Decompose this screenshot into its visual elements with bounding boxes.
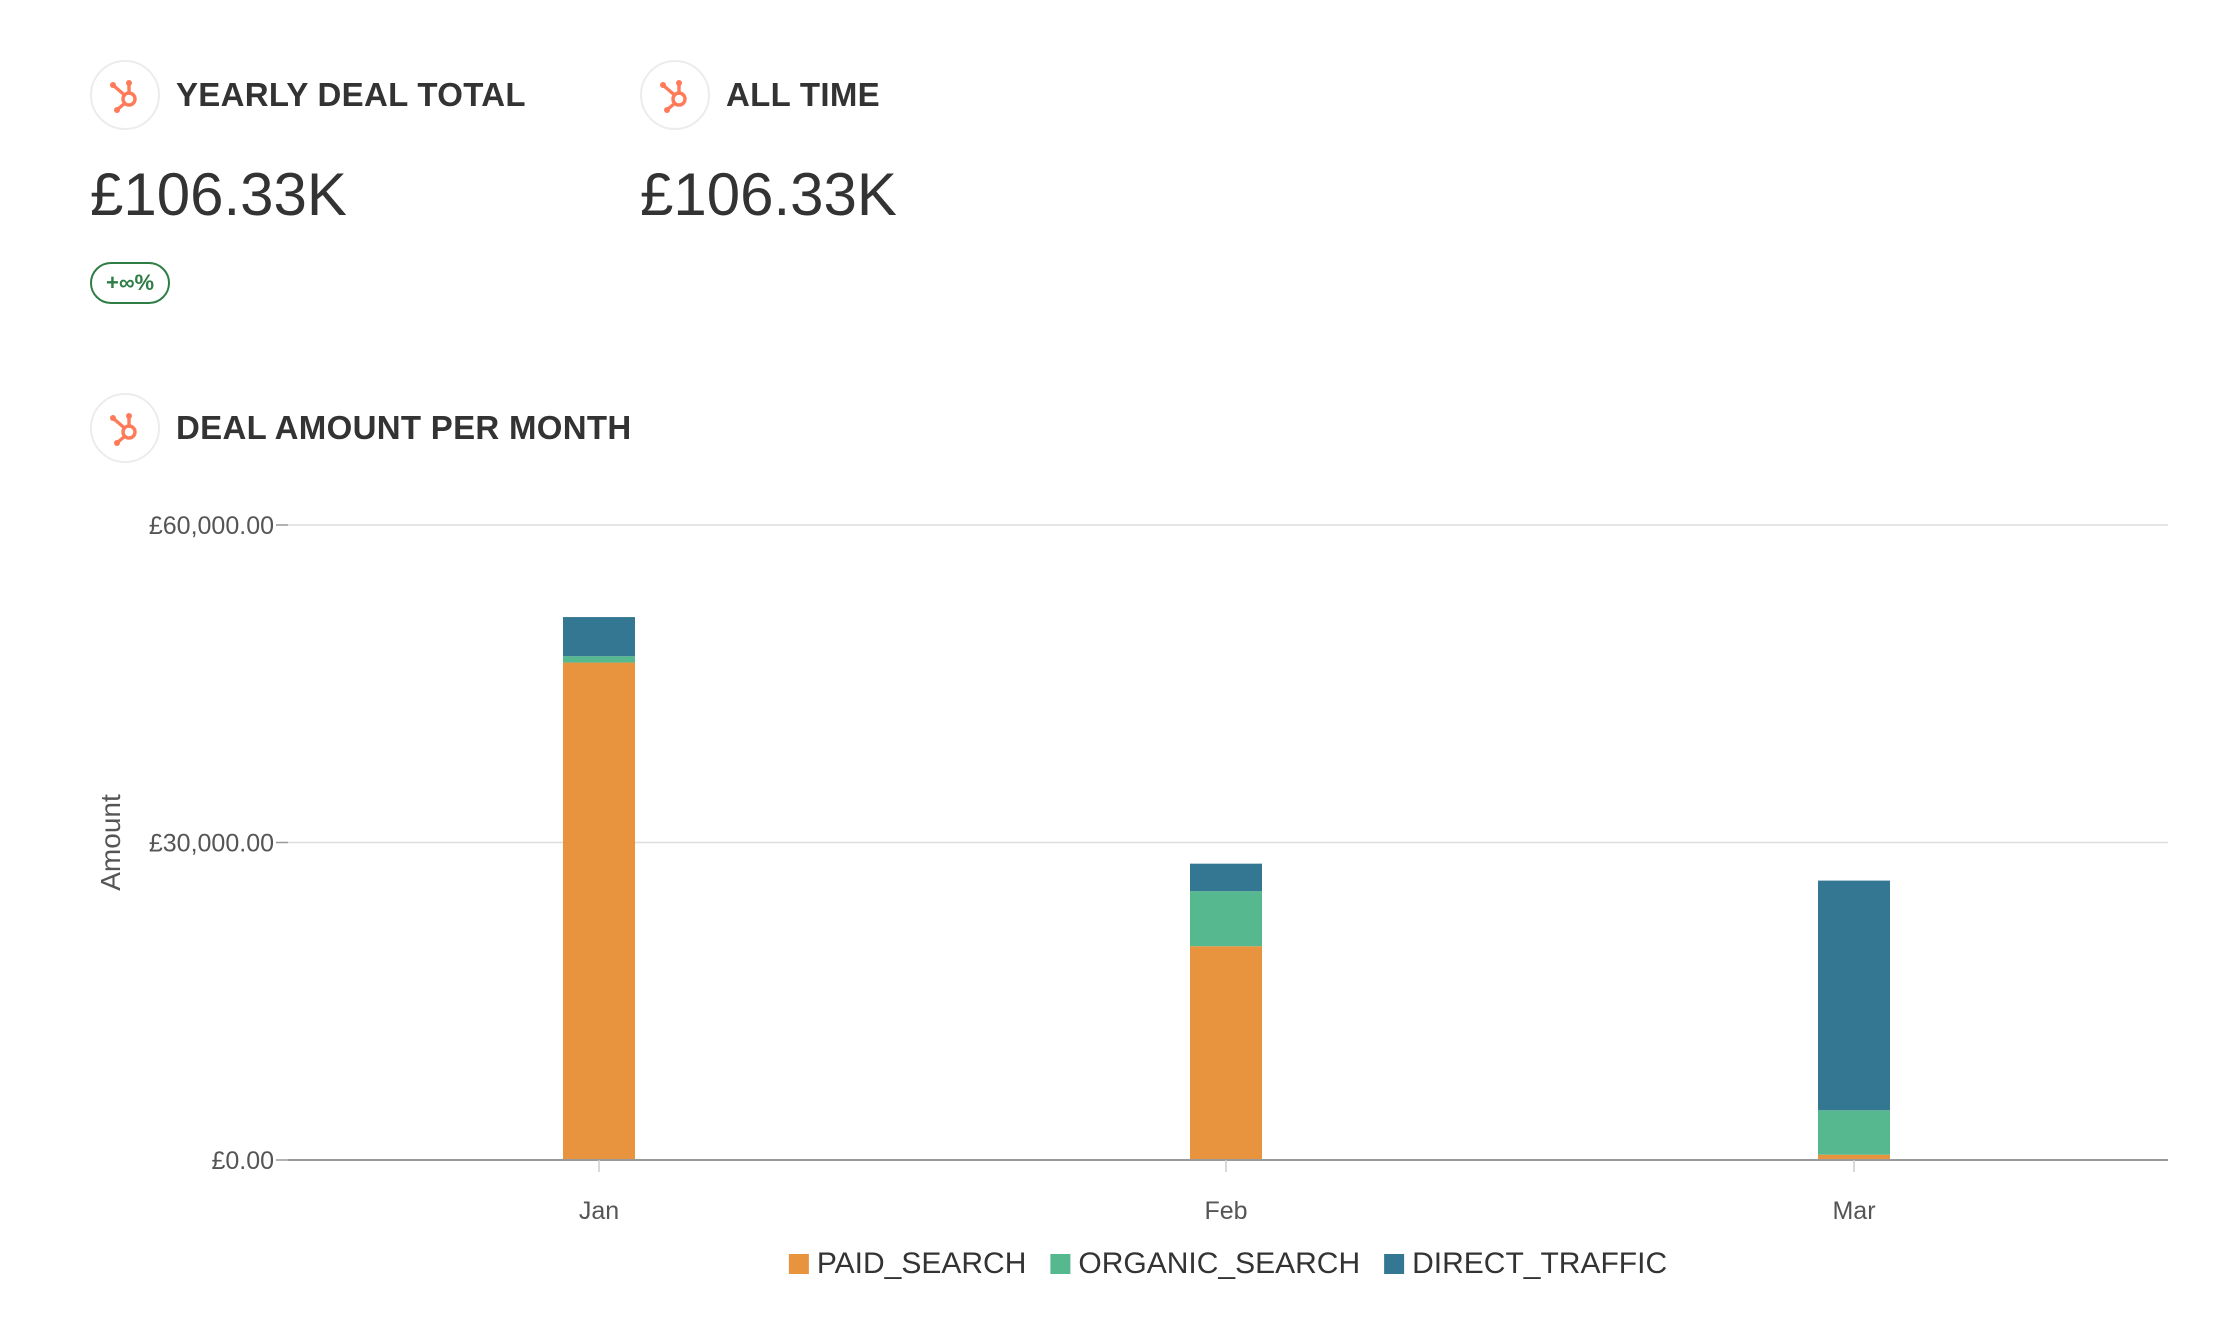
legend-item-organic-search[interactable]: ORGANIC_SEARCH (1050, 1247, 1360, 1280)
bar-segment-organic-search[interactable] (563, 656, 635, 663)
kpi-value: £106.33K (90, 161, 347, 228)
x-tick-label: Feb (1204, 1197, 1247, 1225)
y-axis-label: Amount (95, 794, 126, 891)
y-axis-ticks: £0.00 £30,000.00 £60,000.00 (149, 512, 288, 1175)
bar-segment-paid-search[interactable] (1818, 1154, 1890, 1160)
bar-segment-organic-search[interactable] (1818, 1110, 1890, 1155)
legend-swatch (1384, 1254, 1405, 1274)
chart-header: DEAL AMOUNT PER MONTH (90, 393, 631, 463)
hubspot-logo-icon (90, 393, 160, 463)
legend-label: PAID_SEARCH (817, 1247, 1027, 1280)
legend-label: DIRECT_TRAFFIC (1412, 1247, 1667, 1280)
kpi-header: ALL TIME (640, 60, 880, 130)
bar-segment-organic-search[interactable] (1190, 891, 1262, 947)
x-tick-label: Jan (579, 1197, 619, 1225)
kpi-value: £106.33K (640, 161, 897, 228)
legend-item-paid-search[interactable]: PAID_SEARCH (788, 1247, 1027, 1280)
y-tick-label: £30,000.00 (149, 830, 274, 858)
hubspot-logo-icon (640, 60, 710, 130)
legend-swatch (1050, 1254, 1071, 1274)
bars (563, 617, 1890, 1160)
legend: PAID_SEARCH ORGANIC_SEARCH DIRECT_TRAFFIC (788, 1247, 1667, 1280)
bar-segment-direct-traffic[interactable] (563, 617, 635, 657)
x-axis-ticks: Jan Feb Mar (579, 1160, 1876, 1225)
bar-segment-direct-traffic[interactable] (1190, 863, 1262, 892)
kpi-title: YEARLY DEAL TOTAL (176, 76, 526, 113)
x-tick-label: Mar (1832, 1197, 1875, 1225)
bar-segment-paid-search[interactable] (1190, 946, 1262, 1160)
bar-segment-direct-traffic[interactable] (1818, 880, 1890, 1111)
kpi-header: YEARLY DEAL TOTAL (90, 60, 526, 130)
change-badge: +∞% (90, 262, 171, 304)
y-tick-label: £60,000.00 (149, 512, 274, 540)
y-tick-label: £0.00 (211, 1147, 274, 1175)
bar-segment-paid-search[interactable] (563, 662, 635, 1160)
legend-label: ORGANIC_SEARCH (1078, 1247, 1360, 1280)
kpi-title: ALL TIME (726, 76, 880, 113)
legend-swatch (788, 1254, 809, 1274)
chart-title: DEAL AMOUNT PER MONTH (176, 409, 632, 446)
legend-item-direct-traffic[interactable]: DIRECT_TRAFFIC (1384, 1247, 1667, 1280)
hubspot-logo-icon (90, 60, 160, 130)
